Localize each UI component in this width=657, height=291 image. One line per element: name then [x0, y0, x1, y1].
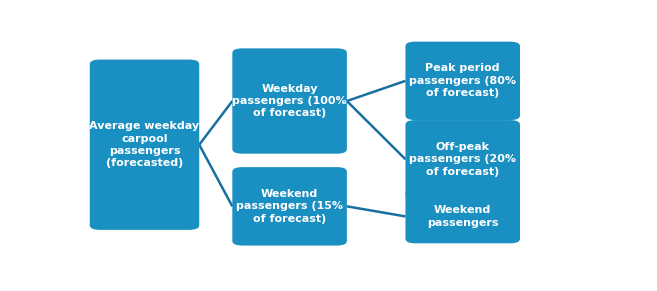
FancyBboxPatch shape	[405, 189, 520, 243]
Text: Average weekday
carpool
passengers
(forecasted): Average weekday carpool passengers (fore…	[89, 121, 200, 168]
FancyBboxPatch shape	[90, 60, 199, 230]
FancyBboxPatch shape	[405, 42, 520, 120]
FancyBboxPatch shape	[233, 167, 347, 246]
Text: Weekday
passengers (100%
of forecast): Weekday passengers (100% of forecast)	[233, 84, 347, 118]
FancyBboxPatch shape	[405, 120, 520, 198]
Text: Peak period
passengers (80%
of forecast): Peak period passengers (80% of forecast)	[409, 63, 516, 98]
Text: Off-peak
passengers (20%
of forecast): Off-peak passengers (20% of forecast)	[409, 142, 516, 177]
FancyBboxPatch shape	[233, 48, 347, 154]
Text: Weekend
passengers: Weekend passengers	[427, 205, 499, 228]
Text: Weekend
passengers (15%
of forecast): Weekend passengers (15% of forecast)	[236, 189, 343, 224]
